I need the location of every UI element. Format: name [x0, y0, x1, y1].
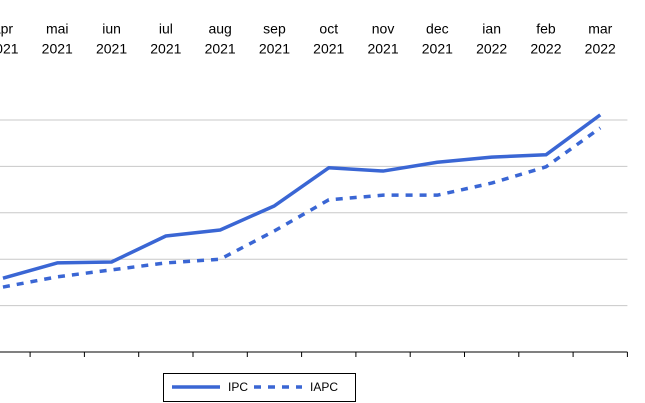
x-tick-label: 2021: [0, 41, 19, 57]
x-tick-label: apr: [0, 21, 13, 37]
legend: IPC IAPC: [163, 373, 356, 402]
legend-label: IAPC: [310, 380, 338, 394]
x-tick-label: mai: [46, 21, 69, 37]
x-tick-label: 2022: [530, 41, 561, 57]
x-tick-label: 2022: [476, 41, 507, 57]
x-tick-label: 2021: [42, 41, 73, 57]
x-tick-label: sep: [263, 21, 286, 37]
x-tick-label: 2021: [313, 41, 344, 57]
x-tick-label: 2021: [205, 41, 236, 57]
x-tick-label: oct: [319, 21, 338, 37]
x-tick-label: 2021: [367, 41, 398, 57]
x-tick-label: 2021: [96, 41, 127, 57]
x-tick-label: aug: [208, 21, 231, 37]
x-tick-label: 2021: [259, 41, 290, 57]
series-line: [2, 126, 602, 289]
x-tick-label: nov: [372, 21, 395, 37]
x-tick-label: iun: [102, 21, 121, 37]
x-tick-label: dec: [426, 21, 449, 37]
x-tick-label: 2022: [585, 41, 616, 57]
legend-label: IPC: [228, 380, 248, 394]
x-tick-label: mar: [588, 21, 612, 37]
series-line: [2, 113, 602, 280]
x-tick-label: iul: [159, 21, 173, 37]
x-tick-label: 2021: [422, 41, 453, 57]
x-tick-label: 2021: [150, 41, 181, 57]
x-tick-label: feb: [536, 21, 556, 37]
x-tick-label: ian: [482, 21, 501, 37]
